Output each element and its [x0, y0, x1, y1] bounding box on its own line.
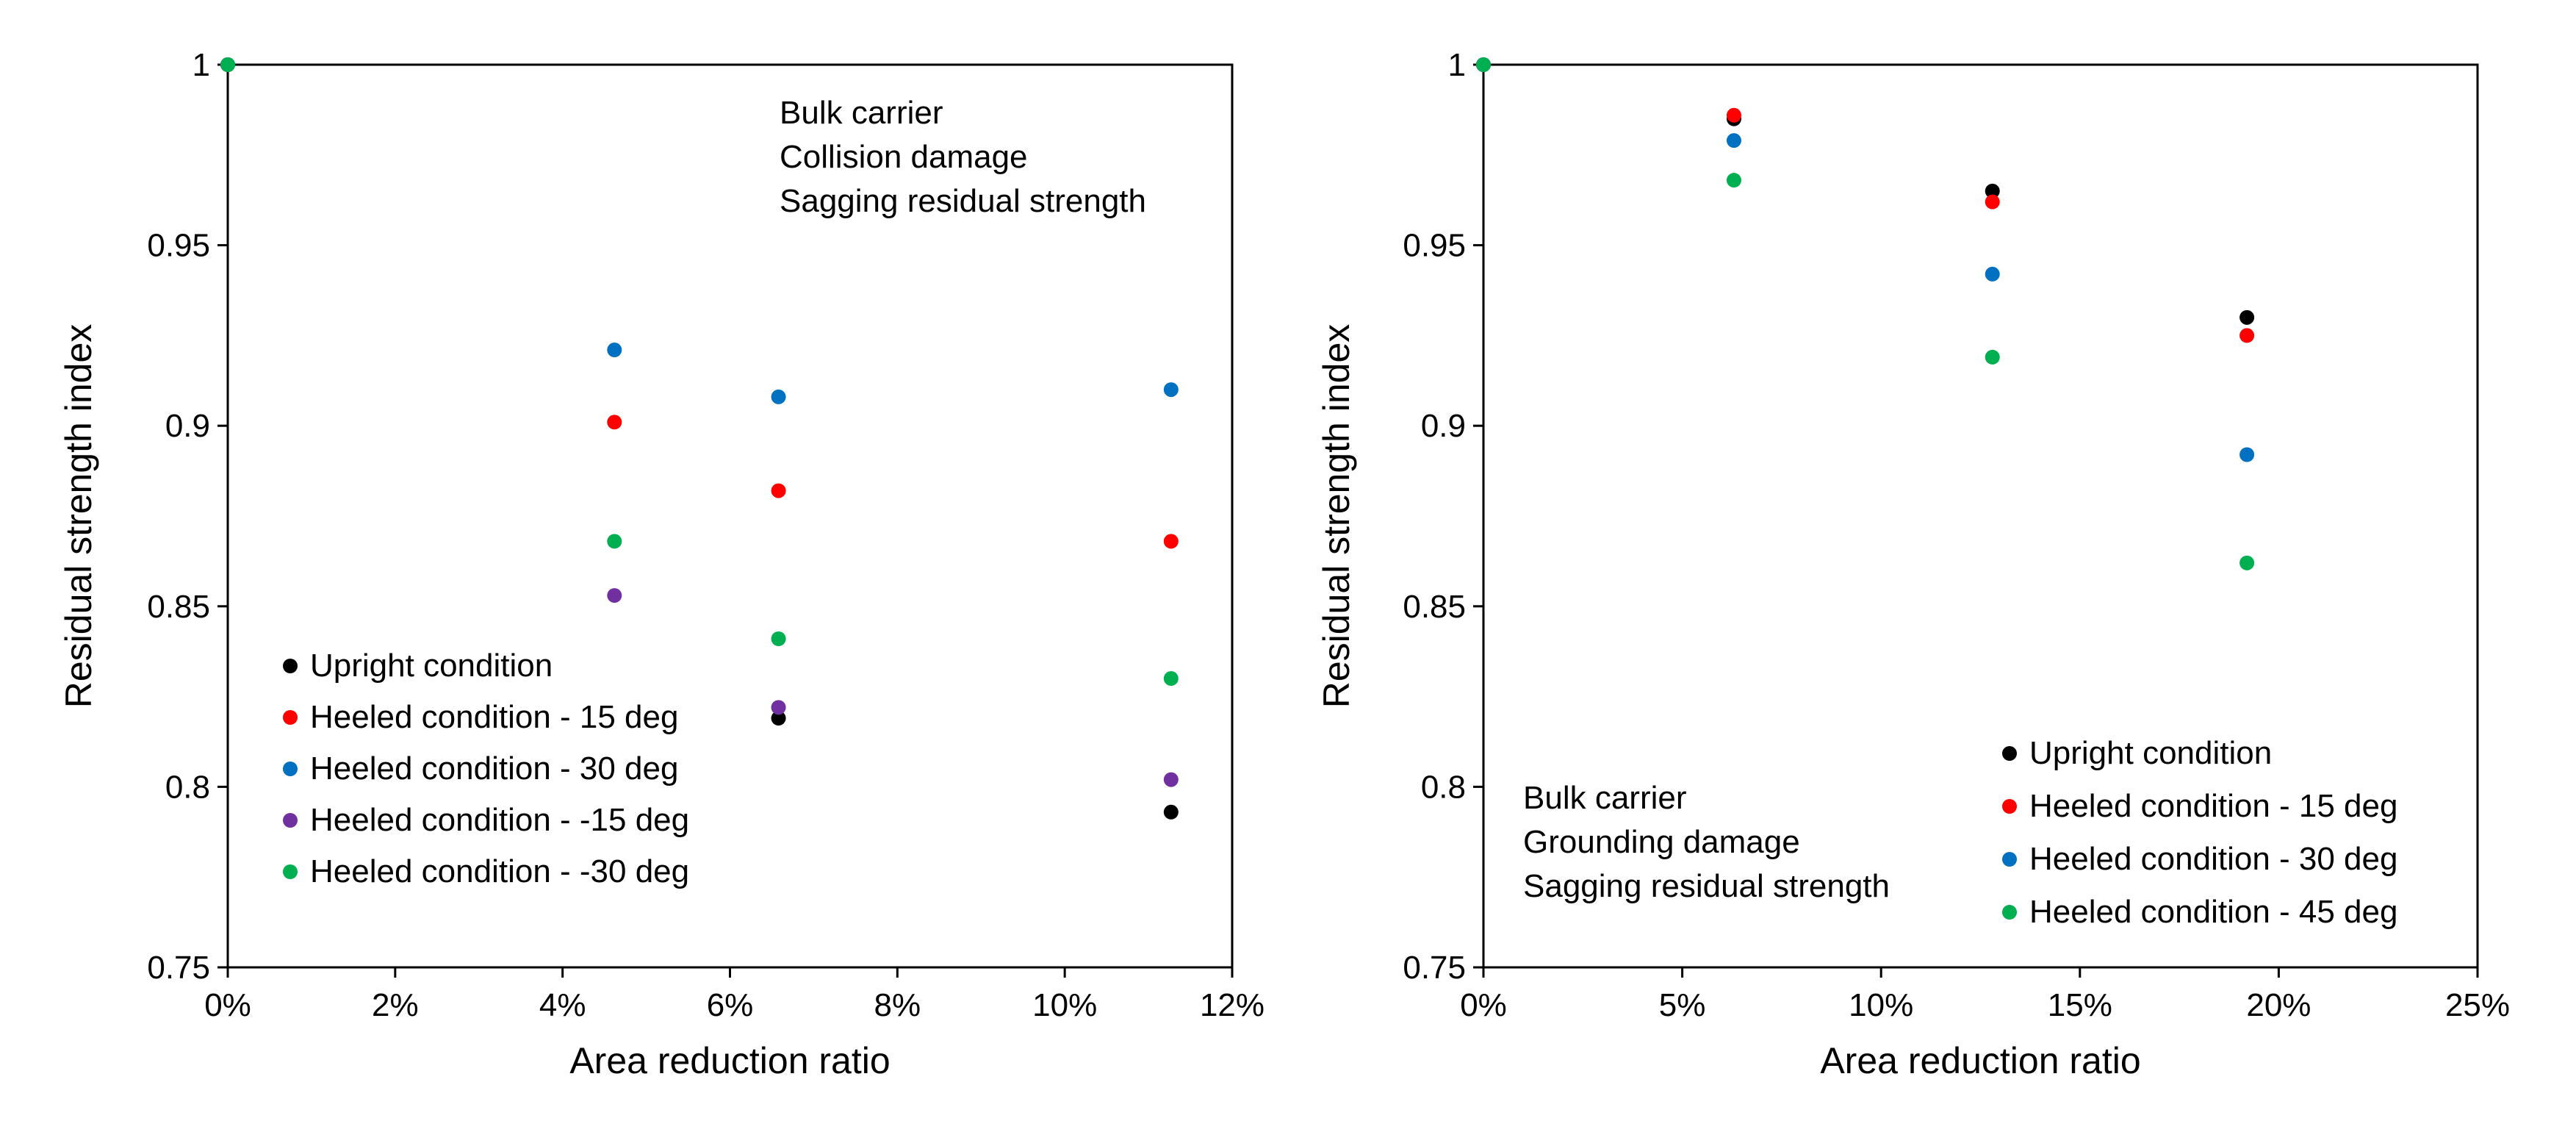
x-tick-label: 5%	[1659, 987, 1706, 1023]
legend-marker	[283, 659, 298, 673]
legend-label: Heeled condition - 30 deg	[2029, 841, 2397, 877]
data-point	[1985, 194, 2000, 209]
x-tick-label: 0%	[204, 987, 251, 1023]
annotation-line: Grounding damage	[1523, 824, 1800, 860]
legend-label: Heeled condition - 45 deg	[2029, 894, 2397, 930]
legend-label: Heeled condition - -15 deg	[310, 802, 689, 838]
data-point	[771, 483, 786, 498]
legend-label: Heeled condition - 30 deg	[310, 751, 678, 787]
series-5	[220, 57, 1179, 687]
y-tick-label: 1	[193, 47, 210, 83]
y-axis-title: Residual strength index	[58, 324, 99, 709]
x-tick-label: 6%	[707, 987, 754, 1023]
y-tick-label: 0.85	[147, 589, 210, 625]
y-tick-label: 0.75	[1403, 950, 1466, 986]
data-point	[1726, 133, 1741, 148]
y-tick-label: 0.8	[1421, 769, 1466, 805]
legend-label: Heeled condition - 15 deg	[2029, 788, 2397, 824]
legend: Upright condition Heeled condition - 15 d…	[2002, 735, 2397, 930]
y-tick-label: 0.8	[165, 769, 210, 805]
x-tick-label: 4%	[539, 987, 586, 1023]
data-point	[771, 389, 786, 404]
data-point	[1726, 173, 1741, 188]
series-4	[1476, 57, 2255, 570]
y-tick-label: 0.9	[165, 408, 210, 444]
legend-marker	[2002, 852, 2017, 867]
legend-label: Upright condition	[310, 648, 553, 684]
data-point	[220, 57, 235, 72]
x-tick-label: 10%	[1849, 987, 1913, 1023]
data-point	[1985, 349, 2000, 365]
annotation-line: Collision damage	[780, 139, 1028, 175]
plot-frame	[1482, 63, 2479, 969]
data-point	[2239, 309, 2255, 325]
data-point	[1163, 804, 1179, 820]
legend-marker	[283, 762, 298, 776]
legend-marker	[2002, 905, 2017, 920]
data-point	[1163, 772, 1179, 787]
data-point	[1985, 183, 2000, 198]
x-tick-label: 25%	[2445, 987, 2510, 1023]
data-point	[1726, 107, 1741, 123]
data-point	[607, 588, 622, 603]
y-tick-label: 0.75	[147, 950, 210, 986]
x-tick-label: 20%	[2246, 987, 2311, 1023]
legend: Upright condition Heeled condition - 15 d…	[283, 648, 689, 889]
x-tick-label: 0%	[1460, 987, 1507, 1023]
x-tick-label: 10%	[1032, 987, 1097, 1023]
y-tick-label: 0.95	[147, 228, 210, 264]
legend-label: Heeled condition - -30 deg	[310, 853, 689, 889]
data-point	[771, 631, 786, 647]
y-tick-label: 1	[1448, 47, 1466, 83]
annotation-line: Bulk carrier	[780, 95, 943, 131]
data-point	[607, 343, 622, 358]
annotation-line: Bulk carrier	[1523, 780, 1687, 816]
y-axis-title: Residual strength index	[1316, 324, 1357, 709]
data-point	[1163, 671, 1179, 687]
x-tick-label: 2%	[372, 987, 419, 1023]
x-tick-label: 12%	[1200, 987, 1264, 1023]
legend-marker	[2002, 746, 2017, 761]
data-point	[1163, 382, 1179, 398]
data-point	[1476, 57, 1491, 72]
legend-label: Heeled condition - 15 deg	[310, 699, 678, 735]
data-point	[771, 700, 786, 715]
y-tick-label: 0.95	[1403, 228, 1466, 264]
legend-label: Upright condition	[2029, 735, 2272, 771]
x-axis-title: Area reduction ratio	[569, 1040, 890, 1081]
data-point	[2239, 447, 2255, 462]
data-point	[2239, 555, 2255, 570]
annotation-line: Sagging residual strength	[780, 183, 1146, 219]
data-point	[1163, 534, 1179, 549]
data-point	[607, 534, 622, 549]
y-tick-label: 0.85	[1403, 589, 1466, 625]
y-tick-label: 0.9	[1421, 408, 1466, 444]
data-point	[2239, 328, 2255, 343]
data-point	[1985, 266, 2000, 282]
x-axis-title: Area reduction ratio	[1820, 1040, 2140, 1081]
legend-marker	[283, 864, 298, 879]
x-tick-label: 15%	[2048, 987, 2112, 1023]
annotation-line: Sagging residual strength	[1523, 868, 1890, 904]
legend-marker	[283, 710, 298, 725]
data-point	[607, 415, 622, 430]
legend-marker	[283, 813, 298, 828]
data-point	[771, 711, 786, 726]
x-tick-label: 8%	[874, 987, 921, 1023]
legend-marker	[2002, 799, 2017, 814]
